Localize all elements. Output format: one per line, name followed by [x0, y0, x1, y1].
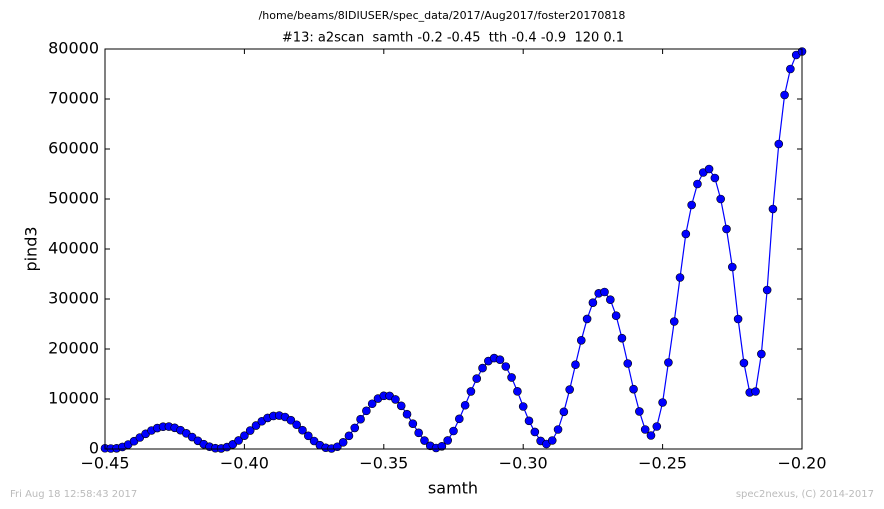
x-tick-label: −0.25: [638, 454, 687, 473]
data-point: [710, 173, 720, 183]
data-point: [245, 426, 255, 435]
data-point: [367, 399, 377, 409]
data-point: [576, 335, 586, 345]
data-point: [507, 373, 516, 382]
suptitle: /home/beams/8IDIUSER/spec_data/2017/Aug2…: [259, 9, 626, 22]
data-point: [727, 262, 737, 272]
data-point: [292, 420, 301, 430]
data-point: [675, 273, 685, 282]
data-point: [606, 295, 615, 305]
y-tick-label: 80000: [48, 39, 99, 58]
footer-left: Fri Aug 18 12:58:43 2017: [10, 489, 137, 500]
plot-frame: [104, 48, 803, 450]
data-point: [402, 409, 412, 419]
data-point: [478, 363, 487, 373]
y-tick-label: 50000: [48, 189, 99, 208]
data-point: [362, 406, 371, 416]
y-tick-label: 20000: [48, 339, 99, 358]
data-point: [338, 438, 348, 447]
data-point: [414, 428, 423, 438]
data-point: [762, 285, 772, 295]
x-axis-label: samth: [428, 479, 478, 498]
data-point: [547, 436, 557, 445]
data-point: [460, 400, 470, 410]
data-point: [635, 407, 644, 416]
data-point: [658, 398, 667, 407]
footer-right: spec2nexus, (C) 2014-2017: [736, 489, 874, 500]
data-point: [553, 425, 563, 434]
data-point: [786, 64, 795, 74]
data-point: [739, 358, 749, 368]
data-point: [304, 431, 313, 441]
data-point: [687, 200, 696, 210]
data-point: [600, 287, 609, 297]
data-point: [420, 436, 429, 445]
x-tick-label: −0.45: [80, 454, 129, 473]
data-point: [501, 362, 511, 371]
data-point: [582, 314, 592, 324]
data-point: [530, 427, 540, 437]
y-tick-label: 10000: [48, 389, 99, 408]
data-point: [472, 374, 482, 383]
data-point: [623, 359, 633, 368]
data-point: [646, 431, 656, 440]
data-point: [298, 425, 307, 435]
data-point: [518, 402, 528, 411]
data-point: [240, 431, 249, 440]
data-point: [733, 314, 743, 324]
data-point: [309, 436, 319, 446]
data-point: [443, 436, 453, 445]
data-point: [449, 426, 458, 436]
data-point: [356, 414, 365, 424]
data-point: [437, 441, 447, 451]
y-tick-label: 0: [89, 439, 99, 458]
data-point: [640, 425, 650, 434]
data-point: [251, 421, 261, 430]
x-tick-label: −0.30: [499, 454, 548, 473]
x-tick-label: −0.35: [359, 454, 408, 473]
data-point: [408, 419, 418, 428]
data-point: [652, 422, 662, 431]
data-point: [571, 360, 580, 370]
y-tick-label: 60000: [48, 139, 99, 158]
data-point: [722, 224, 731, 234]
data-point: [391, 395, 400, 404]
y-tick-label: 30000: [48, 289, 99, 308]
y-axis-label: pind3: [22, 226, 41, 271]
data-point: [559, 407, 569, 417]
data-point: [286, 415, 296, 425]
x-tick-label: −0.40: [220, 454, 269, 473]
chart-title: #13: a2scan samth -0.2 -0.45 tth -0.4 -0…: [282, 31, 624, 46]
x-tick-label: −0.20: [777, 454, 826, 473]
data-point: [768, 204, 778, 214]
data-point: [513, 387, 522, 396]
y-tick-label: 70000: [48, 89, 99, 108]
data-point: [704, 164, 714, 174]
data-point: [681, 229, 691, 239]
data-point: [693, 179, 702, 189]
data-point: [780, 90, 789, 100]
data-point: [588, 298, 598, 307]
data-point: [774, 139, 784, 149]
data-point: [524, 416, 534, 426]
data-point: [495, 355, 505, 365]
data-point: [234, 436, 243, 445]
data-point: [454, 414, 464, 424]
data-point: [751, 387, 760, 396]
data-point: [669, 317, 679, 326]
data-point: [565, 385, 574, 394]
data-point: [757, 349, 766, 359]
data-point: [664, 358, 673, 367]
data-point: [466, 387, 476, 396]
data-point: [617, 333, 627, 343]
data-point: [629, 384, 638, 394]
data-point: [344, 431, 354, 441]
data-point: [611, 311, 621, 321]
y-tick-label: 40000: [48, 239, 99, 258]
data-point: [396, 401, 406, 411]
data-point: [350, 423, 360, 433]
data-point: [716, 194, 725, 204]
